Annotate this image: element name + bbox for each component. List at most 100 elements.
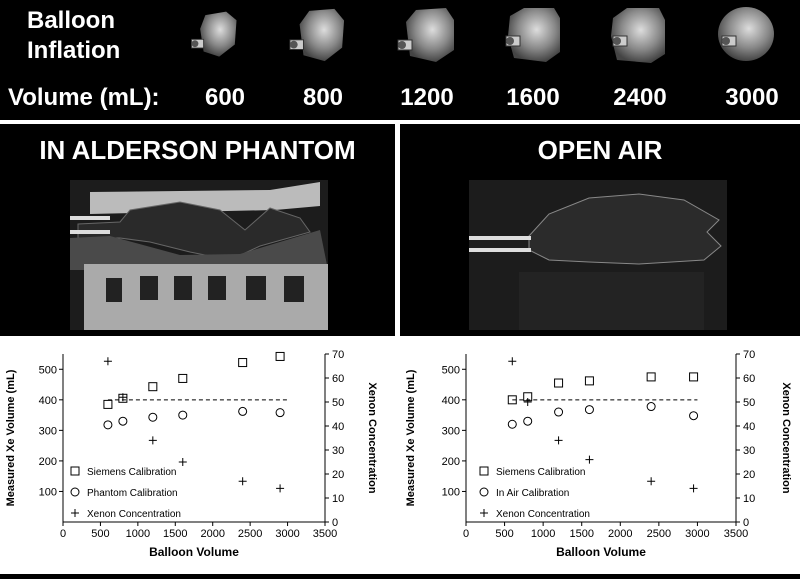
left-panel-heading: IN ALDERSON PHANTOM <box>39 135 356 165</box>
square-data-point <box>554 378 564 388</box>
y2-axis-title: Xenon Concentration <box>366 382 378 494</box>
legend-marker <box>479 466 489 476</box>
volume-600: 600 <box>204 84 246 111</box>
y2-tick-label: 0 <box>332 517 338 529</box>
y-tick-label: 500 <box>39 364 57 376</box>
x-tick-label: 2500 <box>238 528 262 540</box>
square-data-point <box>507 395 517 405</box>
plus-data-point <box>276 484 285 493</box>
y-tick-label: 200 <box>442 456 460 468</box>
legend-label: Siemens Calibration <box>87 467 177 478</box>
circle-data-point <box>554 407 564 417</box>
y2-axis-title: Xenon Concentration <box>780 382 792 494</box>
y-tick-label: 100 <box>39 486 57 498</box>
phantom-chart-panel: 0 500 1000 1500 2000 2500 3000 3500 100 200 300 400… <box>0 340 395 574</box>
open-air-chart-panel: 0 500 1000 1500 2000 2500 3000 3500 100 200 300 400… <box>400 340 800 574</box>
x-tick-label: 1500 <box>569 528 593 540</box>
x-tick-label: 1000 <box>531 528 555 540</box>
volume-2400: 2400 <box>613 84 667 111</box>
x-tick-label: 3000 <box>275 528 299 540</box>
plus-data-point <box>118 393 127 402</box>
y2-tick-label: 30 <box>332 445 344 457</box>
square-data-point <box>238 358 248 368</box>
plus-data-point <box>689 484 698 493</box>
y-tick-label: 400 <box>39 395 57 407</box>
volume-1200: 1200 <box>400 84 454 111</box>
volume-label: Volume (mL): <box>8 84 160 111</box>
y-tick-label: 200 <box>39 456 57 468</box>
circle-data-point <box>689 411 699 421</box>
y2-tick-label: 60 <box>743 373 755 385</box>
legend-marker <box>70 487 80 497</box>
y-tick-label: 500 <box>442 364 460 376</box>
square-data-point <box>148 382 158 392</box>
y-axis-title: Measured Xe Volume (mL) <box>5 369 17 506</box>
circle-data-point <box>646 402 656 412</box>
circle-data-point <box>275 408 285 418</box>
title-line-2: Inflation <box>27 37 121 64</box>
vertical-divider <box>395 120 400 574</box>
plus-data-point <box>508 357 517 366</box>
x-tick-label: 1000 <box>126 528 150 540</box>
open-air-scatter-chart: 0 500 1000 1500 2000 2500 3000 3500100200300400… <box>405 349 792 559</box>
balloon-image-1600 <box>505 8 560 62</box>
balloon-image-600 <box>191 11 237 57</box>
horizontal-divider-top <box>0 120 800 124</box>
y-tick-label: 100 <box>442 486 460 498</box>
right-panel-heading: OPEN AIR <box>537 135 663 165</box>
x-tick-label: 2000 <box>200 528 224 540</box>
x-tick-label: 0 <box>463 528 469 540</box>
circle-data-point <box>238 406 248 416</box>
square-data-point <box>103 399 113 409</box>
header-title: Balloon Inflation <box>27 6 120 66</box>
y2-tick-label: 40 <box>743 421 755 433</box>
y2-tick-label: 30 <box>743 445 755 457</box>
plus-data-point <box>554 436 563 445</box>
x-axis-title: Balloon Volume <box>149 545 239 559</box>
y2-tick-label: 50 <box>332 397 344 409</box>
volume-1600: 1600 <box>506 84 560 111</box>
x-tick-label: 1500 <box>163 528 187 540</box>
balloon-image-1200 <box>397 8 454 62</box>
title-line-1: Balloon <box>27 7 115 34</box>
y2-tick-label: 20 <box>332 469 344 481</box>
circle-data-point <box>523 416 533 426</box>
y2-tick-label: 10 <box>332 493 344 505</box>
legend-label: Xenon Concentration <box>496 509 590 520</box>
legend-marker <box>479 487 489 497</box>
x-tick-label: 2500 <box>647 528 671 540</box>
circle-data-point <box>118 416 128 426</box>
phantom-scatter-chart: 0 500 1000 1500 2000 2500 3000 3500100200300400… <box>5 349 378 559</box>
horizontal-divider-bottom <box>0 336 800 340</box>
plus-data-point <box>585 455 594 464</box>
circle-data-point <box>103 420 113 430</box>
square-data-point <box>646 372 656 382</box>
x-tick-label: 0 <box>60 528 66 540</box>
legend-label: In Air Calibration <box>496 488 569 499</box>
legend-marker <box>480 509 488 517</box>
balloon-image-3000 <box>718 7 774 61</box>
square-data-point <box>584 376 594 386</box>
legend-label: Phantom Calibration <box>87 488 178 499</box>
y2-tick-label: 50 <box>743 397 755 409</box>
y-tick-label: 400 <box>442 395 460 407</box>
phantom-ct-image <box>70 180 328 330</box>
x-tick-label: 3000 <box>685 528 709 540</box>
legend-label: Siemens Calibration <box>496 467 586 478</box>
x-tick-label: 3500 <box>313 528 337 540</box>
y2-tick-label: 40 <box>332 421 344 433</box>
balloon-inflation-header: Balloon Inflation Volume (mL): 600 800 1… <box>0 0 800 120</box>
plus-data-point <box>103 357 112 366</box>
y-tick-label: 300 <box>39 425 57 437</box>
y2-tick-label: 0 <box>743 517 749 529</box>
y2-tick-label: 70 <box>743 349 755 361</box>
plus-data-point <box>647 477 656 486</box>
balloon-image-800 <box>289 8 345 62</box>
volume-800: 800 <box>302 84 344 111</box>
x-tick-label: 500 <box>91 528 109 540</box>
x-tick-label: 3500 <box>724 528 748 540</box>
plus-data-point <box>178 458 187 466</box>
plus-data-point <box>238 477 247 486</box>
circle-data-point <box>507 419 517 429</box>
x-tick-label: 2000 <box>608 528 632 540</box>
